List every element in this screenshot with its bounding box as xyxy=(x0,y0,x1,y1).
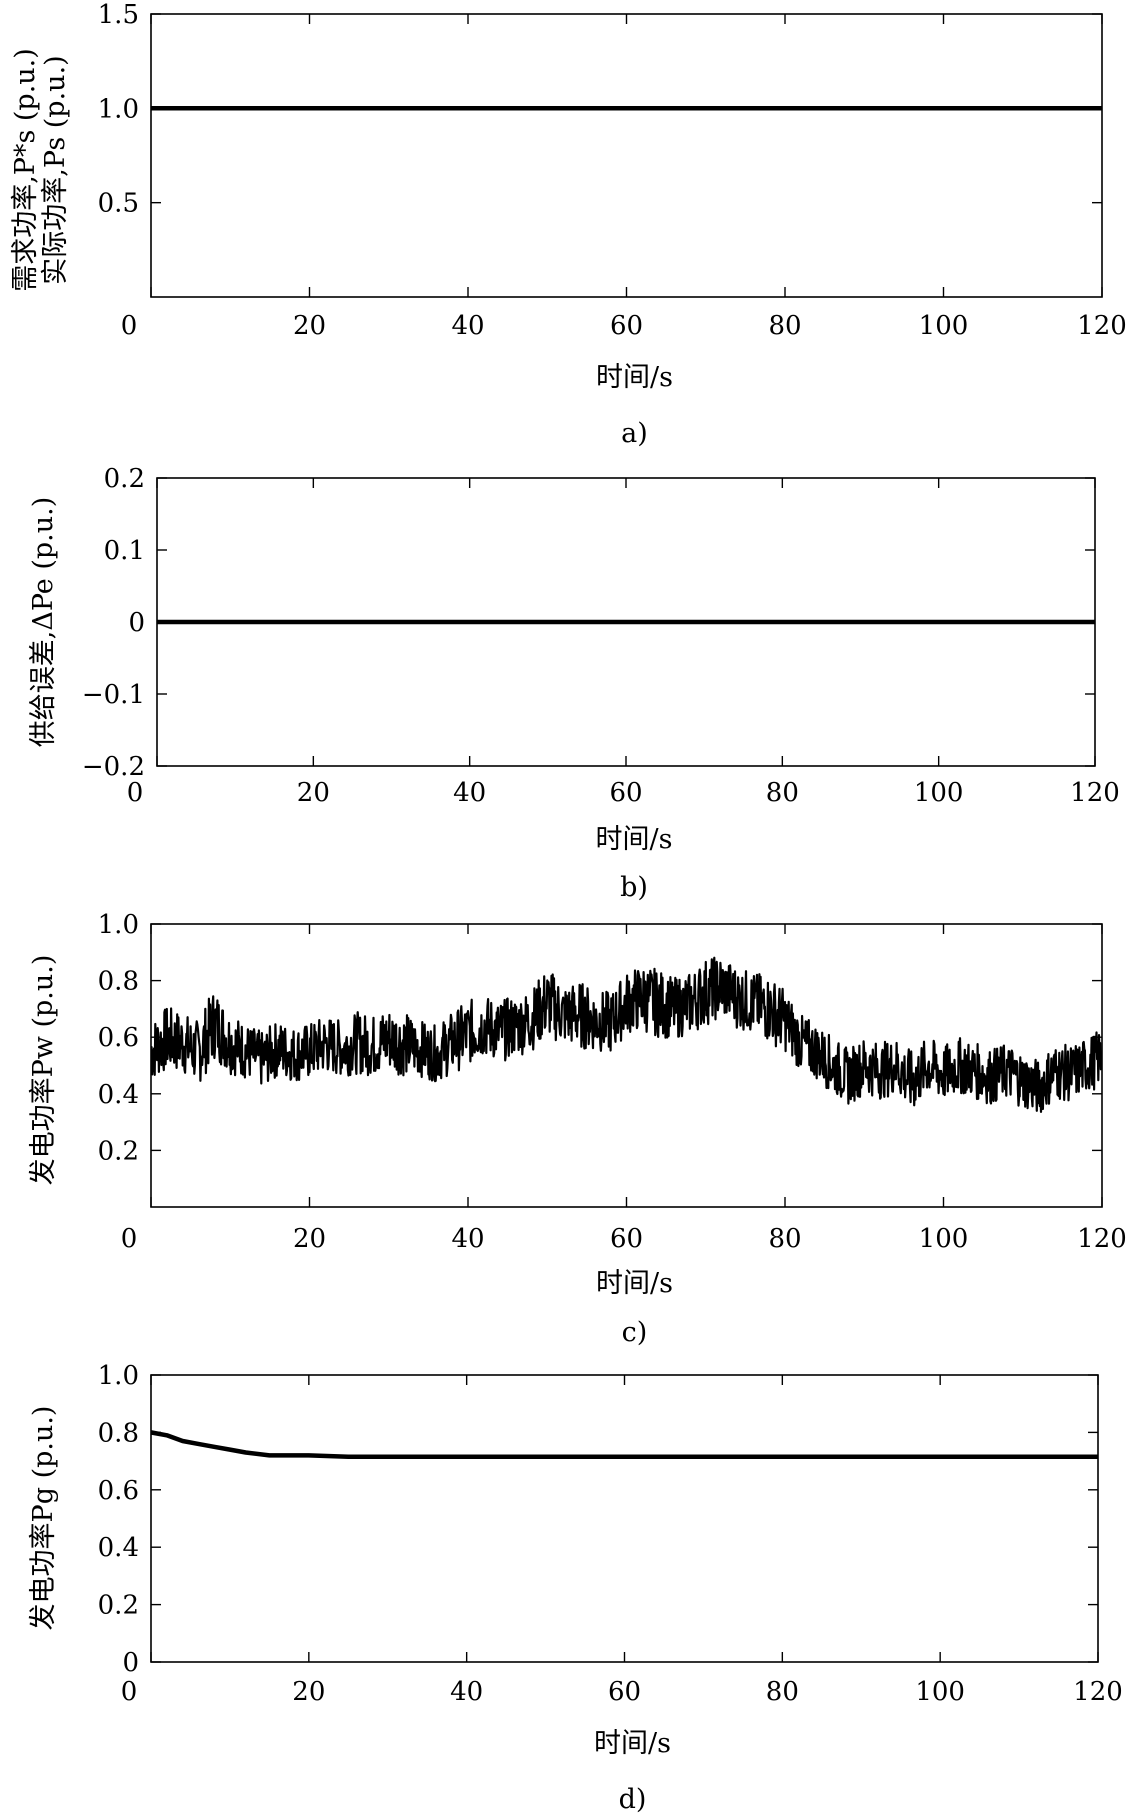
panel-caption: a) xyxy=(621,418,648,449)
x-axis-title: 时间/s xyxy=(594,1728,671,1759)
y-tick-label: 0.5 xyxy=(98,189,139,219)
y-tick-label: 0.8 xyxy=(98,1418,139,1448)
x-tick-label: 120 xyxy=(1070,778,1120,808)
x-tick-label: 40 xyxy=(453,778,486,808)
y-axis-title: 供给误差,ΔPe (p.u.) xyxy=(28,497,59,748)
x-tick-label: 60 xyxy=(608,1677,641,1707)
x-tick-label: 100 xyxy=(919,311,969,341)
x-tick-label: 0 xyxy=(121,311,138,341)
x-tick-label: 40 xyxy=(450,1677,483,1707)
y-axis-title: 发电功率Pg (p.u.) xyxy=(28,1406,59,1631)
x-tick-label: 0 xyxy=(121,1224,138,1254)
x-tick-label: 100 xyxy=(919,1224,969,1254)
y-tick-label: 1.0 xyxy=(98,1361,139,1391)
y-tick-label: 0 xyxy=(128,608,145,638)
y-tick-label: 0.4 xyxy=(98,1080,139,1110)
y-tick-label: 0.8 xyxy=(98,967,139,997)
y-tick-label: 0.2 xyxy=(104,464,145,494)
x-tick-label: 120 xyxy=(1073,1677,1123,1707)
x-tick-label: 20 xyxy=(293,311,326,341)
panel-caption: c) xyxy=(622,1317,648,1348)
chart-panel-2: −0.2 −0.1 0 0.1 0.2 0 20 40 60 80 100 120 时间/s b) 供给误差… xyxy=(28,464,1120,903)
x-tick-label: 100 xyxy=(915,1677,965,1707)
y-tick-label: 0.6 xyxy=(98,1476,139,1506)
x-tick-label: 80 xyxy=(766,1677,799,1707)
x-tick-label: 80 xyxy=(766,778,799,808)
x-axis-title: 时间/s xyxy=(596,362,673,393)
x-tick-label: 40 xyxy=(451,1224,484,1254)
y-tick-label: −0.1 xyxy=(82,680,145,710)
y-axis-title: 需求功率,P*s (p.u.) xyxy=(10,48,41,292)
y-tick-label: −0.2 xyxy=(82,752,145,782)
x-tick-label: 40 xyxy=(451,311,484,341)
x-tick-label: 60 xyxy=(610,311,643,341)
y-tick-label: 0.4 xyxy=(98,1533,139,1563)
x-tick-label: 80 xyxy=(768,311,801,341)
x-tick-label: 0 xyxy=(121,1677,138,1707)
x-tick-label: 120 xyxy=(1077,311,1127,341)
plot-frame xyxy=(150,1374,1099,1663)
y-tick-label: 1.0 xyxy=(98,910,139,940)
chart-panel-3: 0.2 0.4 0.6 0.8 1.0 0 20 40 60 80 100 120 时间/s c) 发电功率… xyxy=(28,910,1127,1348)
y-tick-label: 0.6 xyxy=(98,1023,139,1053)
x-tick-label: 120 xyxy=(1077,1224,1127,1254)
y-tick-label: 1.0 xyxy=(98,94,139,124)
y-tick-label: 0.2 xyxy=(98,1136,139,1166)
chart-panel-4: 0 0.2 0.4 0.6 0.8 1.0 0 20 40 60 80 100 120 时间/s d) 发电功… xyxy=(28,1361,1123,1814)
x-tick-label: 80 xyxy=(768,1224,801,1254)
chart-panel-1: 0.5 1.0 1.5 0 20 40 60 80 100 120 时间/s a) 需求功率,P*s (… xyxy=(10,0,1127,449)
series-line xyxy=(151,1430,1098,1460)
series-line xyxy=(151,956,1102,1114)
x-tick-label: 20 xyxy=(293,1224,326,1254)
x-axis-title: 时间/s xyxy=(596,1268,673,1299)
y-axis-title: 实际功率,Ps (p.u.) xyxy=(40,55,71,284)
panel-caption: d) xyxy=(619,1784,647,1814)
panel-caption: b) xyxy=(620,872,648,903)
x-tick-label: 60 xyxy=(610,1224,643,1254)
x-tick-label: 20 xyxy=(297,778,330,808)
y-tick-label: 0.2 xyxy=(98,1591,139,1621)
x-tick-label: 60 xyxy=(609,778,642,808)
x-tick-label: 0 xyxy=(127,778,144,808)
y-tick-label: 0.1 xyxy=(104,536,145,566)
x-axis-title: 时间/s xyxy=(596,824,673,855)
plot-frame xyxy=(150,13,1103,298)
y-tick-label: 1.5 xyxy=(98,0,139,30)
y-axis-title: 发电功率Pw (p.u.) xyxy=(28,955,59,1186)
x-tick-label: 100 xyxy=(914,778,964,808)
x-tick-label: 20 xyxy=(292,1677,325,1707)
y-tick-label: 0 xyxy=(122,1648,139,1678)
